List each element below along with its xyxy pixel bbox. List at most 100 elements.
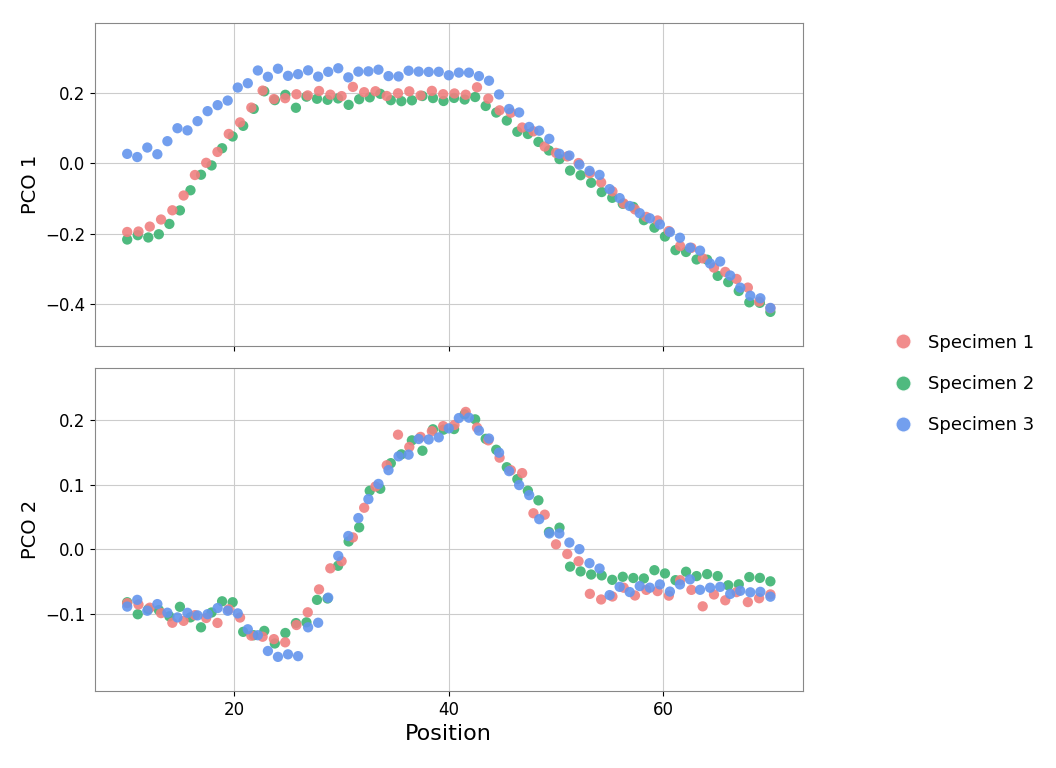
Point [520, 127, 536, 140]
Point [229, 607, 246, 620]
Point [425, 423, 441, 435]
Point [717, 594, 734, 607]
Point [370, 64, 386, 76]
Point [762, 591, 779, 603]
Point [638, 210, 655, 223]
Point [390, 71, 407, 83]
Point [360, 493, 377, 505]
Point [277, 92, 294, 104]
Point [400, 449, 417, 461]
Point [446, 88, 463, 100]
Point [164, 204, 181, 217]
Point [224, 131, 241, 143]
Point [390, 450, 407, 462]
Point [581, 164, 598, 177]
Point [414, 90, 431, 102]
Point [351, 521, 367, 534]
Point [189, 115, 206, 127]
Point [180, 607, 196, 619]
Point [661, 585, 678, 598]
Point [592, 177, 609, 189]
Point [430, 65, 447, 78]
Point [118, 147, 135, 160]
Point [393, 449, 410, 461]
Point [479, 92, 496, 104]
Point [582, 167, 599, 180]
Point [129, 594, 146, 606]
Point [572, 565, 589, 578]
Point [256, 624, 272, 637]
Point [491, 88, 508, 101]
Point [604, 591, 621, 603]
Point [712, 581, 729, 593]
Point [340, 535, 357, 548]
Point [440, 422, 457, 435]
Point [410, 65, 427, 78]
Point [720, 276, 737, 288]
Point [319, 592, 336, 604]
Point [460, 412, 477, 424]
Point [541, 528, 558, 540]
Point [130, 598, 147, 611]
Point [525, 125, 542, 137]
Point [571, 158, 588, 170]
Point [209, 602, 226, 614]
Point [616, 197, 633, 210]
Point [289, 650, 306, 662]
Point [652, 218, 668, 230]
Point [221, 603, 238, 615]
Point [541, 133, 558, 145]
Point [667, 244, 684, 257]
Point [701, 257, 718, 270]
Point [551, 153, 568, 165]
Point [611, 581, 628, 593]
Point [322, 562, 339, 574]
Point [367, 480, 384, 492]
Point [372, 88, 389, 100]
Point [243, 101, 260, 114]
Point [361, 91, 378, 104]
Point [367, 85, 384, 98]
Point [310, 583, 327, 595]
Point [672, 232, 689, 244]
Point [243, 630, 260, 642]
Point [161, 218, 177, 230]
Point [309, 617, 326, 629]
Point [344, 531, 361, 544]
Point [420, 433, 437, 445]
Point [621, 200, 638, 212]
Point [480, 432, 497, 445]
Point [142, 601, 158, 614]
Point [692, 244, 709, 257]
Point [361, 485, 378, 497]
Point [649, 585, 666, 598]
Point [641, 581, 658, 594]
Point [322, 88, 339, 101]
Point [511, 479, 528, 492]
Point [435, 88, 452, 101]
Point [329, 560, 346, 572]
Point [657, 568, 674, 580]
Point [175, 190, 192, 202]
Point [689, 253, 705, 266]
Point [739, 281, 756, 293]
Point [604, 192, 621, 204]
Point [240, 77, 257, 89]
Point [683, 584, 700, 596]
Point [672, 578, 689, 591]
Point [661, 226, 678, 238]
Point [382, 457, 399, 469]
Point [446, 92, 463, 104]
Point [531, 513, 548, 525]
Point [752, 292, 769, 304]
Point [477, 432, 494, 445]
Point [604, 574, 621, 586]
Point [551, 521, 568, 534]
Point [310, 84, 327, 97]
Point [601, 183, 618, 195]
Point [390, 429, 407, 441]
Point [224, 596, 241, 608]
Point [240, 623, 257, 635]
Point [401, 85, 418, 98]
Point [477, 100, 494, 112]
